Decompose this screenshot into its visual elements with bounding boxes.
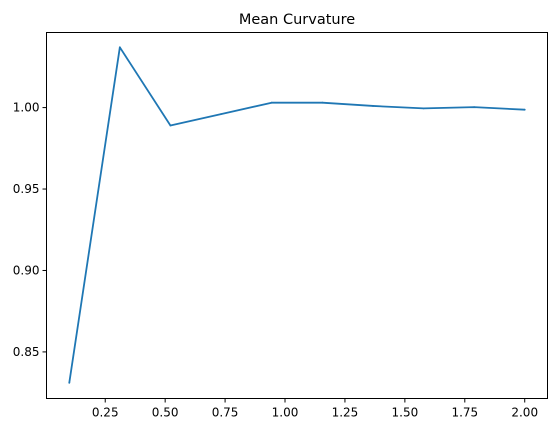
data-point	[169, 124, 172, 127]
series-line	[68, 46, 525, 383]
y-tick-label: 0.85	[13, 345, 40, 359]
x-tick-label: 0.50	[152, 406, 179, 420]
data-point	[372, 105, 374, 107]
series-layer	[68, 46, 526, 384]
chart-title: Mean Curvature	[239, 12, 355, 28]
x-tick-label: 0.25	[92, 406, 119, 420]
x-tick-label: 1.50	[392, 406, 419, 420]
x-tick-label: 2.00	[511, 406, 538, 420]
data-point	[422, 107, 425, 110]
y-tick-label: 0.90	[13, 263, 40, 277]
y-tick-label: 0.95	[13, 182, 40, 196]
x-tick-label: 0.75	[212, 406, 239, 420]
data-point	[523, 108, 526, 111]
x-tick-label: 1.25	[332, 406, 359, 420]
data-point	[118, 46, 121, 49]
x-tick-label: 1.75	[451, 406, 478, 420]
data-point	[473, 106, 476, 109]
y-tick-label: 1.00	[13, 101, 40, 115]
y-axis: 0.85 0.90 0.95 1.00	[13, 101, 47, 359]
plot-area	[46, 32, 548, 399]
x-axis: 0.25 0.50 0.75 1.00 1.25 1.50 1.75 2.00	[92, 398, 538, 420]
data-point	[321, 101, 324, 104]
x-tick-label: 1.00	[272, 406, 299, 420]
data-point	[68, 381, 71, 384]
data-point	[270, 101, 273, 104]
data-point	[220, 113, 222, 116]
